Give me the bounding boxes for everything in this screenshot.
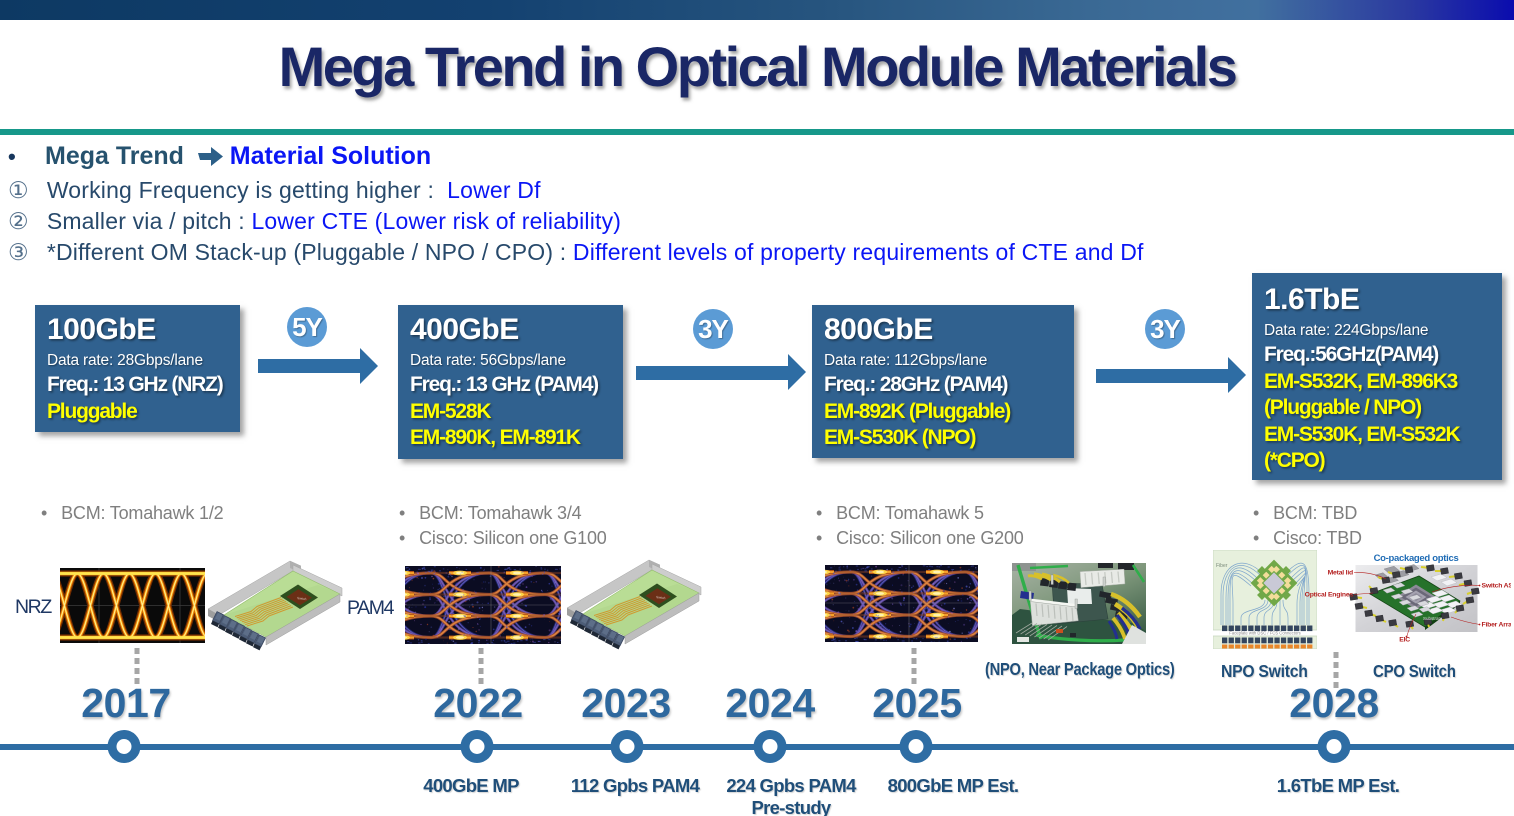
svg-text:Switch: Switch: [656, 595, 666, 600]
svg-text:Substrate: Substrate: [1423, 616, 1443, 621]
svg-text:Faceplate with DSC / FCS Conne: Faceplate with DSC / FCS Connectors: [1229, 631, 1300, 636]
svg-text:Optical Engines: Optical Engines: [1305, 592, 1354, 599]
svg-text:EIC: EIC: [1399, 637, 1410, 644]
svg-text:Co-packaged optics: Co-packaged optics: [1374, 553, 1459, 564]
svg-text:Fiber Arrays: Fiber Arrays: [1482, 622, 1512, 629]
svg-text:Metal lid: Metal lid: [1328, 570, 1353, 577]
svg-text:Fiber: Fiber: [1216, 563, 1228, 569]
svg-text:Switch: Switch: [297, 596, 307, 601]
svg-text:Switch ASIC: Switch ASIC: [1482, 583, 1512, 590]
